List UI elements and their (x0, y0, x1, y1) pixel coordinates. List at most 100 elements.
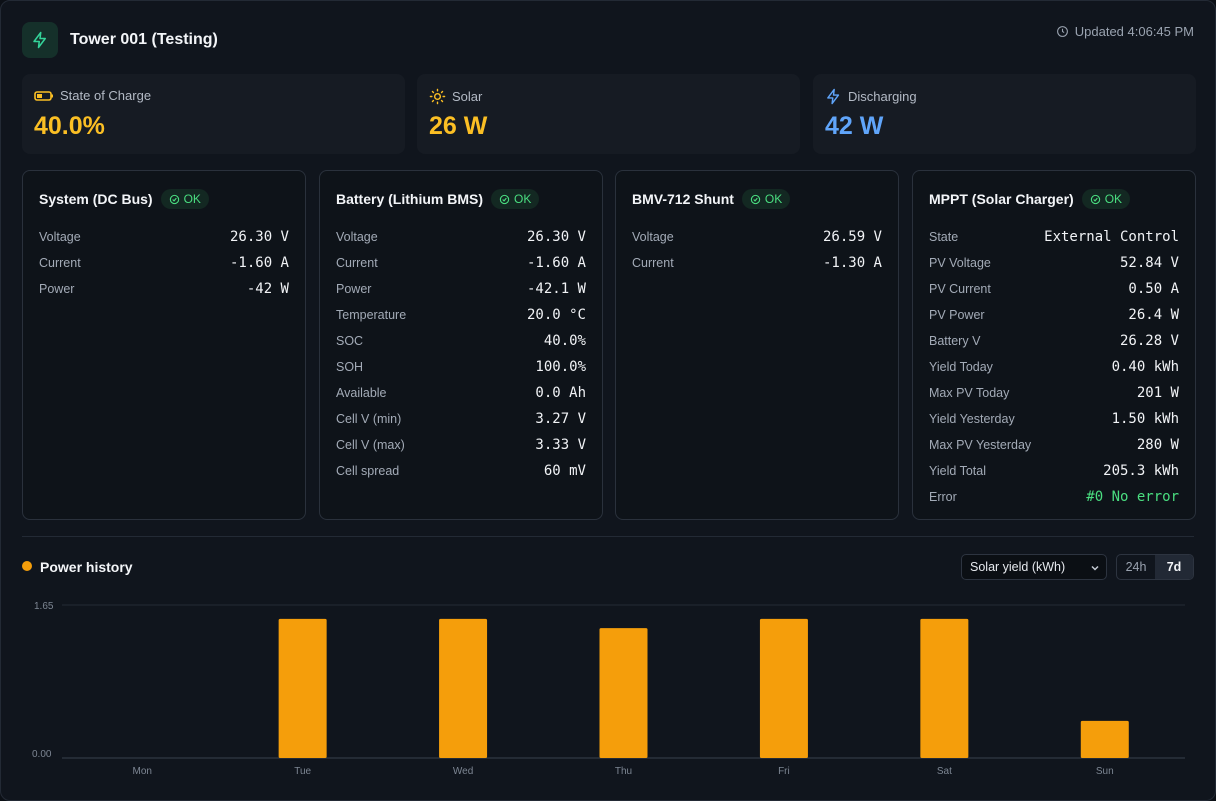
metric-list: Voltage 26.59 V Current -1.30 A (632, 224, 882, 276)
card-bmv-shunt: BMV-712 Shunt OK Voltage 26.59 V Current -1.3… (615, 170, 899, 520)
metric-row: Available 0.0 Ah (336, 380, 586, 406)
metric-label: Max PV Yesterday (929, 438, 1032, 452)
stat-solar: Solar 26 W (417, 74, 800, 154)
card-battery-bms: Battery (Lithium BMS) OK Voltage 26.30 V Cur… (319, 170, 603, 520)
metric-value: External Control (1044, 229, 1179, 245)
metric-label: PV Voltage (929, 256, 991, 270)
status-badge-label: OK (514, 192, 532, 206)
metric-row: Voltage 26.59 V (632, 224, 882, 250)
metric-label: Battery V (929, 334, 981, 348)
metric-value: #0 No error (1086, 489, 1179, 505)
bar-tue (278, 618, 327, 758)
metric-value: -42.1 W (526, 281, 586, 297)
metric-row: Cell spread 60 mV (336, 458, 586, 484)
metric-row: SOH 100.0% (336, 354, 586, 380)
metric-label: Yield Yesterday (929, 412, 1015, 426)
history-indicator-dot (22, 561, 32, 571)
card-system-dc-bus: System (DC Bus) OK Voltage 26.30 V Current -1… (22, 170, 306, 520)
stat-label: Discharging (848, 89, 917, 104)
metric-row: Cell V (max) 3.33 V (336, 432, 586, 458)
stat-value: 40.0% (34, 112, 105, 140)
metric-row: Max PV Yesterday 280 W (929, 432, 1179, 458)
metric-label: Current (632, 256, 674, 270)
status-badge: OK (491, 189, 540, 209)
metric-row: Current -1.60 A (39, 250, 289, 276)
card-title: MPPT (Solar Charger) (929, 191, 1074, 207)
metric-value: 26.59 V (822, 229, 882, 245)
metric-value: 0.40 kWh (1111, 359, 1179, 375)
metric-label: Error (929, 490, 957, 504)
bar-thu (599, 628, 648, 758)
metric-row: Error #0 No error (929, 484, 1179, 510)
metric-row: Voltage 26.30 V (336, 224, 586, 250)
metric-label: Current (39, 256, 81, 270)
metric-label: SOH (336, 360, 364, 374)
metric-label: PV Power (929, 308, 985, 322)
metric-label: Cell spread (336, 464, 400, 478)
metric-row: Current -1.60 A (336, 250, 586, 276)
metric-value: 52.84 V (1119, 255, 1179, 271)
metric-row: PV Current 0.50 A (929, 276, 1179, 302)
x-tick-label: Thu (615, 766, 632, 777)
x-tick-label: Tue (294, 766, 311, 777)
metric-value: 0.0 Ah (535, 385, 586, 401)
x-tick-label: Wed (453, 766, 473, 777)
metric-row: Yield Total 205.3 kWh (929, 458, 1179, 484)
stat-value: 26 W (429, 112, 488, 140)
x-tick-label: Sat (937, 766, 952, 777)
metric-value: 201 W (1136, 385, 1179, 401)
clock-icon (1056, 26, 1068, 37)
metric-row: PV Power 26.4 W (929, 302, 1179, 328)
metric-value: 26.30 V (229, 229, 289, 245)
header: Tower 001 (Testing) Updated 4:06:45 PM (22, 22, 1194, 58)
metric-value: -1.30 A (822, 255, 882, 271)
metric-value: 60 mV (543, 463, 586, 479)
metric-value: 100.0% (535, 359, 586, 375)
status-badge-label: OK (1104, 192, 1123, 206)
metric-row: State External Control (929, 224, 1179, 250)
bolt-icon (827, 88, 840, 105)
metric-label: SOC (336, 334, 364, 348)
metric-value: 1.50 kWh (1111, 411, 1179, 427)
metric-label: Voltage (336, 230, 378, 244)
metric-label: Cell V (min) (336, 412, 402, 426)
card-mppt: MPPT (Solar Charger) OK State External Cont… (912, 170, 1196, 520)
bar-sun (1080, 720, 1129, 758)
metric-value: 26.28 V (1119, 333, 1179, 349)
power-history-header: Power history Solar yield (kWh) 24h 7d (22, 554, 1194, 580)
metric-label: Voltage (632, 230, 674, 244)
updated-timestamp: Updated 4:06:45 PM (1056, 24, 1194, 39)
status-badge-label: OK (764, 192, 783, 206)
power-history-chart: 1.65 0.00 Mon Tue Wed Thu Fri Sat Sun (32, 601, 1185, 777)
metric-row: Battery V 26.28 V (929, 328, 1179, 354)
metric-label: Max PV Today (929, 386, 1010, 400)
metric-value: -1.60 A (229, 255, 289, 271)
bar-wed (439, 618, 488, 758)
metric-value: 205.3 kWh (1103, 463, 1179, 479)
check-circle-icon (169, 194, 179, 204)
chevron-down-icon (1091, 565, 1099, 571)
metric-select[interactable]: Solar yield (kWh) (961, 554, 1107, 580)
metric-label: Voltage (39, 230, 81, 244)
x-tick-label: Sun (1096, 766, 1114, 777)
metric-list: State External Control PV Voltage 52.84 V PV… (929, 224, 1179, 510)
metric-row: Yield Yesterday 1.50 kWh (929, 406, 1179, 432)
logo (22, 22, 58, 58)
metric-value: 20.0 °C (526, 307, 586, 323)
metric-label: Cell V (max) (336, 438, 405, 452)
bar-sat (920, 618, 969, 758)
card-title: BMV-712 Shunt (632, 191, 734, 207)
metric-value: -1.60 A (526, 255, 586, 271)
metric-value: 280 W (1136, 437, 1179, 453)
metric-row: SOC 40.0% (336, 328, 586, 354)
range-24h-button[interactable]: 24h (1125, 560, 1147, 574)
bar-fri (759, 618, 808, 758)
history-title: Power history (40, 559, 133, 575)
stat-label: Solar (452, 89, 483, 104)
range-7d-button[interactable]: 7d (1155, 555, 1193, 579)
metric-row: Power -42.1 W (336, 276, 586, 302)
metric-label: PV Current (929, 282, 991, 296)
metric-value: 26.4 W (1128, 307, 1179, 323)
card-header: Battery (Lithium BMS) OK (336, 188, 586, 210)
metric-value: 0.50 A (1128, 281, 1179, 297)
